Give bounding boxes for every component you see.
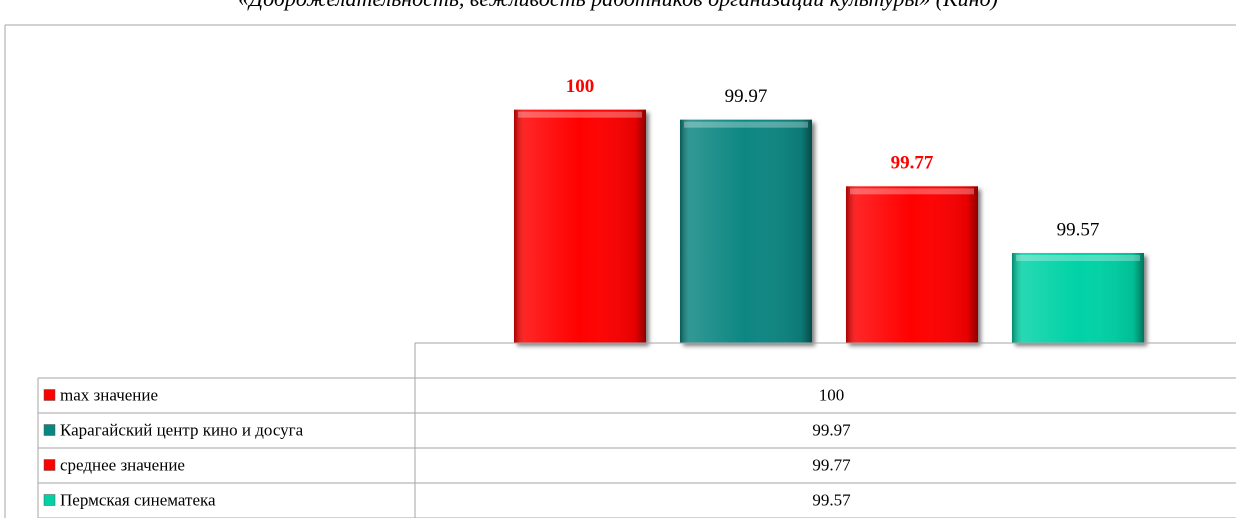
bar-top — [518, 111, 642, 118]
legend-swatch — [43, 459, 56, 471]
chart-title: «Доброжелательность, вежливость работник… — [238, 0, 998, 11]
value-label: 99.57 — [1057, 219, 1100, 240]
table-value: 99.77 — [812, 455, 851, 474]
table-value: 99.97 — [812, 420, 851, 439]
bar-top — [1016, 255, 1140, 261]
bar-shine — [680, 119, 812, 344]
bar-shine — [514, 109, 646, 344]
value-label: 99.77 — [891, 153, 934, 174]
legend-swatch — [43, 424, 56, 436]
value-label: 99.97 — [725, 86, 768, 107]
bar-shine — [846, 186, 978, 343]
table-value: 100 — [819, 385, 845, 404]
table-value: 99.57 — [812, 490, 851, 509]
category-label: max значение — [60, 385, 158, 404]
legend-swatch — [43, 494, 56, 506]
bar-top — [684, 121, 808, 128]
category-label: Пермская синематека — [60, 490, 216, 509]
bar-top — [850, 188, 974, 195]
value-label: 100 — [566, 76, 595, 97]
legend-swatch — [43, 389, 56, 401]
bar-shine — [1012, 253, 1144, 343]
category-label: Карагайский центр кино и досуга — [60, 420, 304, 439]
category-label: среднее значение — [60, 455, 185, 474]
